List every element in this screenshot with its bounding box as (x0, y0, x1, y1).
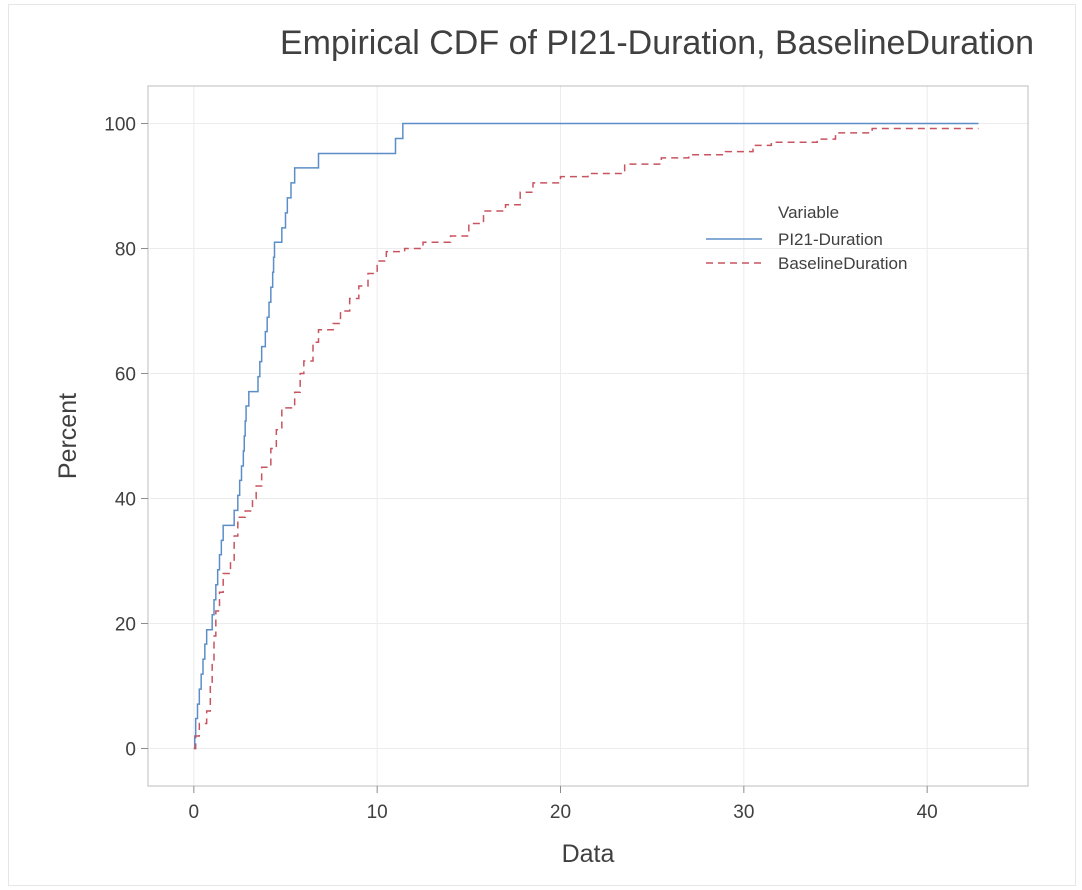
x-tick-label: 30 (733, 802, 754, 823)
y-tick-label: 20 (115, 615, 136, 636)
legend: Variable PI21-Duration BaselineDuration (706, 203, 907, 273)
ticks-layer: 0 10 20 30 40 0 20 40 60 80 100 (104, 115, 937, 824)
x-axis-label: Data (562, 840, 615, 868)
y-tick-label: 0 (125, 740, 136, 761)
x-tick-label: 0 (189, 802, 200, 823)
y-tick-label: 80 (115, 240, 136, 261)
y-tick-label: 60 (115, 365, 136, 386)
grid-layer (148, 86, 1028, 786)
page-frame (8, 4, 1076, 886)
legend-label-pi21-duration: PI21-Duration (778, 230, 883, 249)
x-tick-label: 40 (917, 802, 938, 823)
x-tick-label: 20 (550, 802, 571, 823)
legend-label-baselineduration: BaselineDuration (778, 254, 907, 273)
series-line-baselineduration (193, 127, 979, 750)
y-axis-label: Percent (54, 393, 82, 479)
y-tick-label: 100 (104, 115, 136, 136)
series-line-pi21-duration (193, 122, 979, 750)
x-tick-label: 10 (367, 802, 388, 823)
chart-title: Empirical CDF of PI21-Duration, Baseline… (280, 24, 1034, 62)
y-tick-label: 40 (115, 490, 136, 511)
legend-title: Variable (778, 203, 839, 222)
plot-frame (147, 85, 1029, 787)
series-layer (193, 122, 979, 750)
